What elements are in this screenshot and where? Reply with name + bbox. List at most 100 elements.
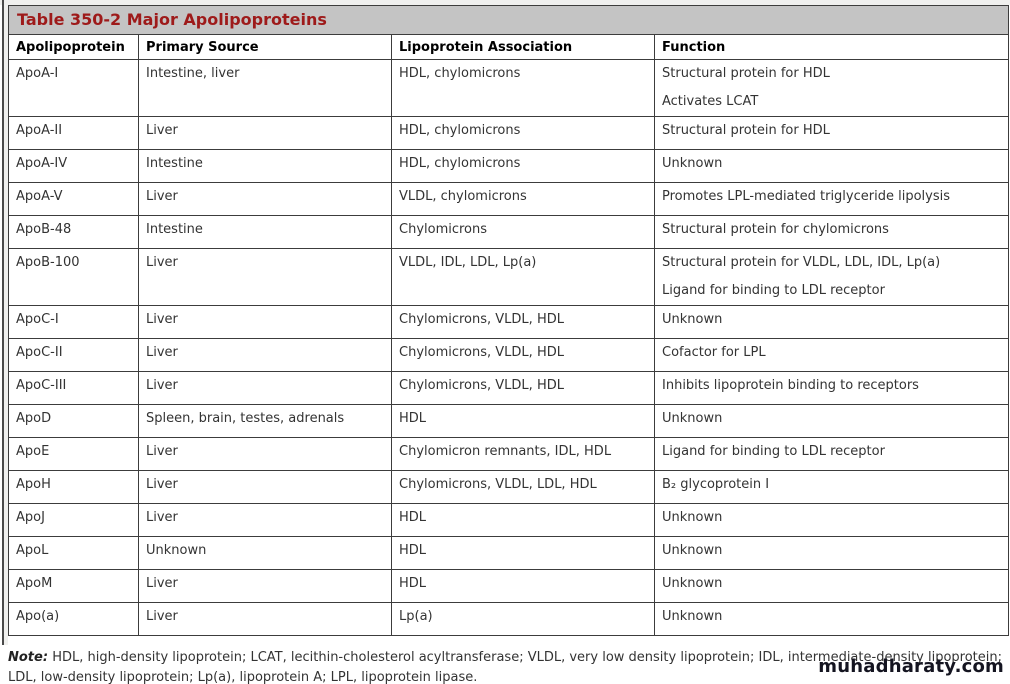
- watermark: muhadharaty.com: [818, 656, 1004, 677]
- apolipoprotein-cell: ApoC-I: [8, 305, 139, 339]
- apolipoprotein-cell: ApoH: [8, 470, 139, 504]
- apolipoprotein-cell: ApoA-V: [8, 182, 139, 216]
- table-row: ApoD Spleen, brain, testes, adrenals HDL Un…: [8, 404, 1010, 438]
- function-line: Unknown: [662, 156, 723, 171]
- apolipoprotein-cell: ApoL: [8, 536, 139, 570]
- apolipoproteins-table: Table 350-2 Major Apolipoproteins Apolip…: [7, 5, 1010, 636]
- col-header-apolipoprotein: Apolipoprotein: [8, 34, 139, 60]
- function-cell: B₂ glycoprotein I: [653, 470, 1010, 504]
- function-cell: Structural protein for HDL: [653, 116, 1010, 150]
- primary-source-cell: Liver: [138, 371, 392, 405]
- table-row: ApoC-II Liver Chylomicrons, VLDL, HDL Cofac…: [8, 338, 1010, 372]
- function-line: Structural protein for HDL: [662, 123, 830, 138]
- apolipoprotein-cell: ApoB-48: [8, 215, 139, 249]
- function-cell: Structural protein for HDL Activates LCAT: [653, 59, 1010, 117]
- left-margin-sliver: [4, 0, 8, 645]
- table-row: ApoA-II Liver HDL, chylomicrons Structural …: [8, 116, 1010, 150]
- primary-source-cell: Liver: [138, 602, 392, 636]
- function-line: Activates LCAT: [662, 94, 759, 109]
- function-line: Ligand for binding to LDL receptor: [662, 444, 885, 459]
- function-line: Structural protein for chylomicrons: [662, 222, 889, 237]
- footnote-text: HDL, high-density lipoprotein; LCAT, lec…: [8, 650, 1003, 684]
- table-row: ApoA-IV Intestine HDL, chylomicrons Unknown: [8, 149, 1010, 183]
- table-header-row: Apolipoprotein Primary Source Lipoprotei…: [8, 34, 1010, 60]
- function-line: Ligand for binding to LDL receptor: [662, 283, 885, 298]
- primary-source-cell: Liver: [138, 569, 392, 603]
- function-line: Structural protein for VLDL, LDL, IDL, L…: [662, 255, 941, 270]
- apolipoprotein-cell: Apo(a): [8, 602, 139, 636]
- primary-source-cell: Liver: [138, 338, 392, 372]
- apolipoprotein-cell: ApoJ: [8, 503, 139, 537]
- association-cell: HDL: [391, 536, 655, 570]
- table-row: ApoE Liver Chylomicron remnants, IDL, HDL L…: [8, 437, 1010, 471]
- primary-source-cell: Unknown: [138, 536, 392, 570]
- association-cell: Chylomicrons, VLDL, HDL: [391, 371, 655, 405]
- function-cell: Promotes LPL-mediated triglyceride lipol…: [653, 182, 1010, 216]
- association-cell: Chylomicrons, VLDL, LDL, HDL: [391, 470, 655, 504]
- apolipoprotein-cell: ApoC-III: [8, 371, 139, 405]
- association-cell: HDL, chylomicrons: [391, 149, 655, 183]
- footnote-label: Note:: [8, 650, 49, 665]
- primary-source-cell: Liver: [138, 503, 392, 537]
- col-header-primary-source: Primary Source: [138, 34, 392, 60]
- association-cell: HDL: [391, 569, 655, 603]
- primary-source-cell: Liver: [138, 305, 392, 339]
- function-line: Unknown: [662, 543, 723, 558]
- table-row: ApoL Unknown HDL Unknown: [8, 536, 1010, 570]
- association-cell: VLDL, chylomicrons: [391, 182, 655, 216]
- function-line: Promotes LPL-mediated triglyceride lipol…: [662, 189, 950, 204]
- function-cell: Inhibits lipoprotein binding to receptor…: [653, 371, 1010, 405]
- primary-source-cell: Liver: [138, 470, 392, 504]
- function-cell: Unknown: [653, 404, 1010, 438]
- association-cell: HDL: [391, 404, 655, 438]
- function-cell: Unknown: [653, 536, 1010, 570]
- apolipoprotein-cell: ApoB-100: [8, 248, 139, 306]
- function-line: Unknown: [662, 411, 723, 426]
- apolipoprotein-cell: ApoE: [8, 437, 139, 471]
- apolipoprotein-cell: ApoD: [8, 404, 139, 438]
- table-body: ApoA-I Intestine, liver HDL, chylomicrons S…: [8, 59, 1010, 636]
- association-cell: Chylomicrons, VLDL, HDL: [391, 305, 655, 339]
- table-row: Apo(a) Liver Lp(a) Unknown: [8, 602, 1010, 636]
- primary-source-cell: Liver: [138, 116, 392, 150]
- function-cell: Cofactor for LPL: [653, 338, 1010, 372]
- primary-source-cell: Intestine: [138, 149, 392, 183]
- table-row: ApoC-III Liver Chylomicrons, VLDL, HDL Inhi…: [8, 371, 1010, 405]
- table-row: ApoB-100 Liver VLDL, IDL, LDL, Lp(a) Struct…: [8, 248, 1010, 306]
- table-row: ApoA-I Intestine, liver HDL, chylomicrons S…: [8, 59, 1010, 117]
- function-line: Unknown: [662, 510, 723, 525]
- apolipoprotein-cell: ApoA-I: [8, 59, 139, 117]
- function-cell: Unknown: [653, 503, 1010, 537]
- association-cell: HDL: [391, 503, 655, 537]
- primary-source-cell: Intestine, liver: [138, 59, 392, 117]
- function-cell: Unknown: [653, 305, 1010, 339]
- table-title-row: Table 350-2 Major Apolipoproteins: [7, 5, 1010, 35]
- function-line: Structural protein for HDL: [662, 66, 830, 81]
- function-line: Cofactor for LPL: [662, 345, 766, 360]
- table-row: ApoM Liver HDL Unknown: [8, 569, 1010, 603]
- table-title: Table 350-2 Major Apolipoproteins: [7, 5, 1010, 35]
- function-cell: Unknown: [653, 569, 1010, 603]
- apolipoprotein-cell: ApoA-II: [8, 116, 139, 150]
- association-cell: Lp(a): [391, 602, 655, 636]
- association-cell: Chylomicron remnants, IDL, HDL: [391, 437, 655, 471]
- left-border-line: [2, 0, 4, 645]
- function-line: Unknown: [662, 312, 723, 327]
- col-header-function: Function: [653, 34, 1010, 60]
- table-row: ApoB-48 Intestine Chylomicrons Structural p…: [8, 215, 1010, 249]
- function-line: Inhibits lipoprotein binding to receptor…: [662, 378, 919, 393]
- table-row: ApoC-I Liver Chylomicrons, VLDL, HDL Unknow…: [8, 305, 1010, 339]
- table-row: ApoH Liver Chylomicrons, VLDL, LDL, HDL B₂ …: [8, 470, 1010, 504]
- top-strip: [0, 0, 1010, 5]
- col-header-lipoprotein-association: Lipoprotein Association: [391, 34, 655, 60]
- association-cell: Chylomicrons: [391, 215, 655, 249]
- primary-source-cell: Liver: [138, 182, 392, 216]
- function-line: Unknown: [662, 609, 723, 624]
- association-cell: Chylomicrons, VLDL, HDL: [391, 338, 655, 372]
- table-row: ApoJ Liver HDL Unknown: [8, 503, 1010, 537]
- function-cell: Structural protein for chylomicrons: [653, 215, 1010, 249]
- association-cell: HDL, chylomicrons: [391, 59, 655, 117]
- primary-source-cell: Spleen, brain, testes, adrenals: [138, 404, 392, 438]
- function-line: B₂ glycoprotein I: [662, 477, 770, 492]
